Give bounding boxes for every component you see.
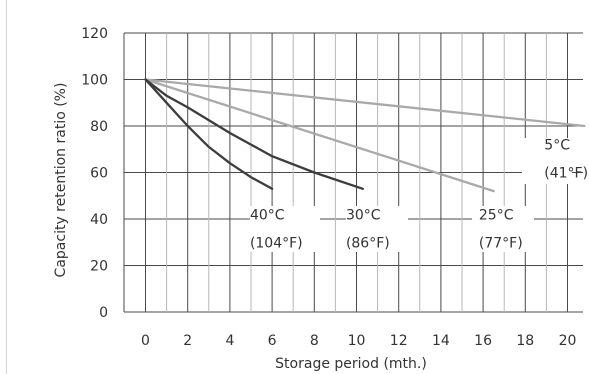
series-label-30c: 30°C — [346, 207, 381, 223]
series-label-5c: 5°C — [544, 138, 570, 154]
y-tick-label-120: 120 — [81, 26, 108, 42]
series-line-40c — [144, 78, 274, 190]
label-layer: 40°C (104°F) 30°C (86°F) 25°C (77°F) 5°C… — [250, 138, 588, 252]
series-label-40c: 40°C — [250, 207, 285, 223]
series-line-25c — [144, 78, 495, 193]
label-bg-30c — [346, 206, 408, 252]
y-tick-label-100: 100 — [81, 73, 108, 89]
series-label-104f: (104°F) — [250, 235, 303, 251]
x-tick-label-6: 6 — [268, 333, 277, 349]
x-tick-label-14: 14 — [432, 333, 450, 349]
x-tick-label-18: 18 — [516, 333, 534, 349]
label-group-25c: 25°C (77°F) — [472, 206, 534, 252]
x-axis-label: Storage period (mth.) — [275, 356, 427, 372]
y-axis-label: Capacity retention ratio (%) — [53, 83, 69, 278]
y-tick-label-80: 80 — [90, 119, 108, 135]
left-frame-line — [6, 0, 7, 374]
series-line-30c — [144, 78, 364, 190]
y-tick-label-60: 60 — [90, 166, 108, 182]
y-tick-label-40: 40 — [90, 212, 108, 228]
x-tick-label-4: 4 — [225, 333, 234, 349]
label-bg-5c — [522, 138, 572, 184]
series-label-86f: (86°F) — [346, 235, 390, 251]
x-tick-label-12: 12 — [390, 333, 408, 349]
label-group-40c: 40°C (104°F) — [250, 206, 320, 252]
series-label-41f: (41°F) — [544, 166, 588, 182]
x-tick-label-0: 0 — [141, 333, 150, 349]
label-group-30c: 30°C (86°F) — [346, 206, 408, 252]
x-tick-label-8: 8 — [310, 333, 319, 349]
x-tick-label-2: 2 — [183, 333, 192, 349]
x-tick-label-10: 10 — [348, 333, 366, 349]
grid — [123, 32, 583, 313]
series-line-5c — [144, 78, 586, 128]
y-tick-label-20: 20 — [90, 259, 108, 275]
label-bg-25c — [472, 206, 534, 252]
y-tick-label-0: 0 — [99, 305, 108, 321]
series-label-25c: 25°C — [479, 207, 514, 223]
x-tick-label-20: 20 — [559, 333, 577, 349]
series-layer — [144, 78, 586, 193]
x-tick-label-16: 16 — [474, 333, 492, 349]
series-label-77f: (77°F) — [479, 235, 523, 251]
tick-labels: 0 20 40 60 80 100 120 0 2 4 6 8 10 12 14 16 18 20 — [81, 26, 576, 349]
label-bg-40c — [250, 206, 320, 252]
label-group-5c: 5°C (41°F) — [522, 138, 588, 184]
